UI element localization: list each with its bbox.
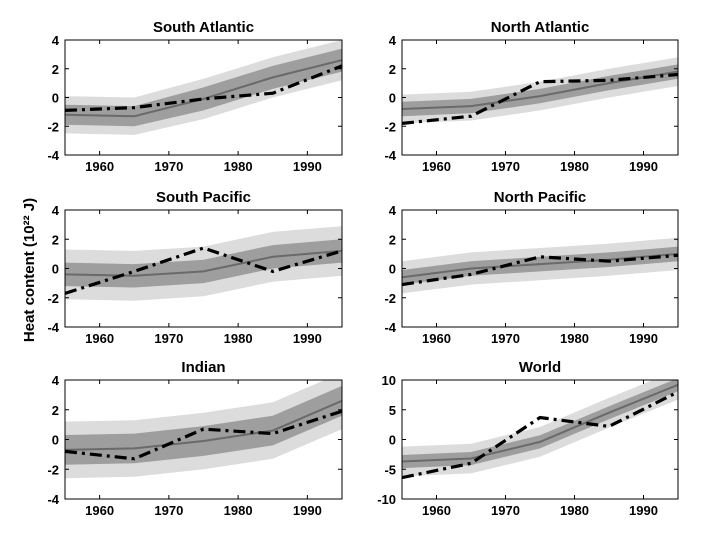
inner-uncertainty-band bbox=[402, 64, 678, 117]
y-tick-label: 0 bbox=[389, 433, 396, 448]
x-tick-label: 1970 bbox=[154, 159, 183, 174]
y-tick-label: -4 bbox=[384, 148, 396, 163]
y-tick-label: -4 bbox=[47, 320, 59, 335]
x-tick-label: 1990 bbox=[293, 159, 322, 174]
y-tick-label: 2 bbox=[389, 232, 396, 247]
x-tick-label: 1970 bbox=[154, 503, 183, 518]
y-tick-label: 2 bbox=[389, 62, 396, 77]
y-tick-label: 4 bbox=[52, 373, 60, 388]
plot-area bbox=[65, 40, 342, 135]
y-tick-label: 0 bbox=[389, 91, 396, 106]
plot-area bbox=[65, 226, 342, 301]
panel-title: North Pacific bbox=[494, 189, 587, 206]
x-tick-label: 1970 bbox=[491, 331, 520, 346]
x-tick-label: 1970 bbox=[491, 503, 520, 518]
y-tick-label: -4 bbox=[384, 320, 396, 335]
plot-area bbox=[65, 380, 342, 479]
y-tick-label: 5 bbox=[389, 403, 396, 418]
model-mean-line bbox=[402, 383, 678, 463]
y-tick-label: -2 bbox=[384, 291, 396, 306]
x-tick-label: 1980 bbox=[560, 503, 589, 518]
model-mean-line bbox=[65, 399, 342, 451]
y-tick-label: 4 bbox=[52, 203, 60, 218]
x-tick-label: 1990 bbox=[293, 503, 322, 518]
x-tick-label: 1990 bbox=[629, 503, 658, 518]
model-mean-line bbox=[65, 59, 342, 118]
y-tick-label: -2 bbox=[47, 291, 59, 306]
y-tick-label: 4 bbox=[389, 33, 397, 48]
x-tick-label: 1960 bbox=[422, 331, 451, 346]
inner-uncertainty-band bbox=[402, 380, 678, 469]
y-tick-label: -4 bbox=[47, 492, 59, 507]
panel-title: South Pacific bbox=[156, 189, 251, 206]
y-tick-label: -2 bbox=[47, 119, 59, 134]
y-tick-label: 0 bbox=[52, 433, 59, 448]
x-tick-label: 1990 bbox=[293, 331, 322, 346]
y-tick-label: -5 bbox=[384, 462, 396, 477]
plot-area bbox=[402, 380, 678, 480]
x-tick-label: 1970 bbox=[154, 331, 183, 346]
y-axis-label: Heat content (10²² J) bbox=[21, 198, 38, 342]
panel-title: World bbox=[519, 359, 561, 376]
y-tick-label: 0 bbox=[52, 91, 59, 106]
observed-dashdot-line bbox=[402, 390, 678, 480]
panel-indian: 1960 1970 1980 1990 -4 -2 0 2 4 Indian bbox=[47, 359, 343, 518]
y-tick-label: -4 bbox=[47, 148, 59, 163]
y-tick-label: 2 bbox=[52, 232, 59, 247]
y-tick-label: 10 bbox=[382, 373, 396, 388]
panel-title: North Atlantic bbox=[491, 19, 590, 36]
panel-south-atlantic: 1960 1970 1980 1990 -4 -2 0 2 4 South Atlantic bbox=[47, 19, 343, 174]
y-tick-label: -2 bbox=[384, 119, 396, 134]
y-tick-label: 0 bbox=[389, 262, 396, 277]
observed-dashdot-line bbox=[65, 64, 342, 112]
plot-area bbox=[402, 237, 678, 294]
observed-dashdot-line bbox=[65, 246, 342, 295]
x-tick-label: 1990 bbox=[629, 331, 658, 346]
model-mean-line bbox=[402, 70, 678, 110]
x-tick-label: 1960 bbox=[422, 159, 451, 174]
y-tick-label: 4 bbox=[389, 203, 397, 218]
y-tick-label: -10 bbox=[377, 492, 396, 507]
panel-south-pacific: 1960 1970 1980 1990 -4 -2 0 2 4 South Pacific bbox=[47, 189, 343, 346]
x-tick-label: 1980 bbox=[224, 503, 253, 518]
panel-title: Indian bbox=[181, 359, 225, 376]
panel-north-pacific: 1960 1970 1980 1990 -4 -2 0 2 4 North Pacific bbox=[384, 189, 679, 346]
x-tick-label: 1990 bbox=[629, 159, 658, 174]
inner-uncertainty-band bbox=[65, 385, 342, 465]
panel-title: South Atlantic bbox=[153, 19, 254, 36]
x-tick-label: 1960 bbox=[85, 159, 114, 174]
x-tick-label: 1980 bbox=[560, 159, 589, 174]
plot-area bbox=[402, 57, 678, 125]
x-tick-label: 1960 bbox=[85, 331, 114, 346]
observed-dashdot-line bbox=[402, 253, 678, 287]
panel-world: 1960 1970 1980 1990 -10 -5 0 5 10 World bbox=[377, 359, 679, 518]
panel-north-atlantic: 1960 1970 1980 1990 -4 -2 0 2 4 North Atlantic bbox=[384, 19, 679, 174]
x-tick-label: 1980 bbox=[560, 331, 589, 346]
y-tick-label: 2 bbox=[52, 403, 59, 418]
y-tick-label: 0 bbox=[52, 262, 59, 277]
y-tick-label: -2 bbox=[47, 462, 59, 477]
x-tick-label: 1970 bbox=[491, 159, 520, 174]
x-tick-label: 1960 bbox=[422, 503, 451, 518]
observed-dashdot-line bbox=[65, 409, 342, 461]
x-tick-label: 1980 bbox=[224, 159, 253, 174]
y-tick-label: 2 bbox=[52, 62, 59, 77]
x-tick-label: 1960 bbox=[85, 503, 114, 518]
model-mean-line bbox=[65, 249, 342, 277]
y-tick-label: 4 bbox=[52, 33, 60, 48]
x-tick-label: 1980 bbox=[224, 331, 253, 346]
